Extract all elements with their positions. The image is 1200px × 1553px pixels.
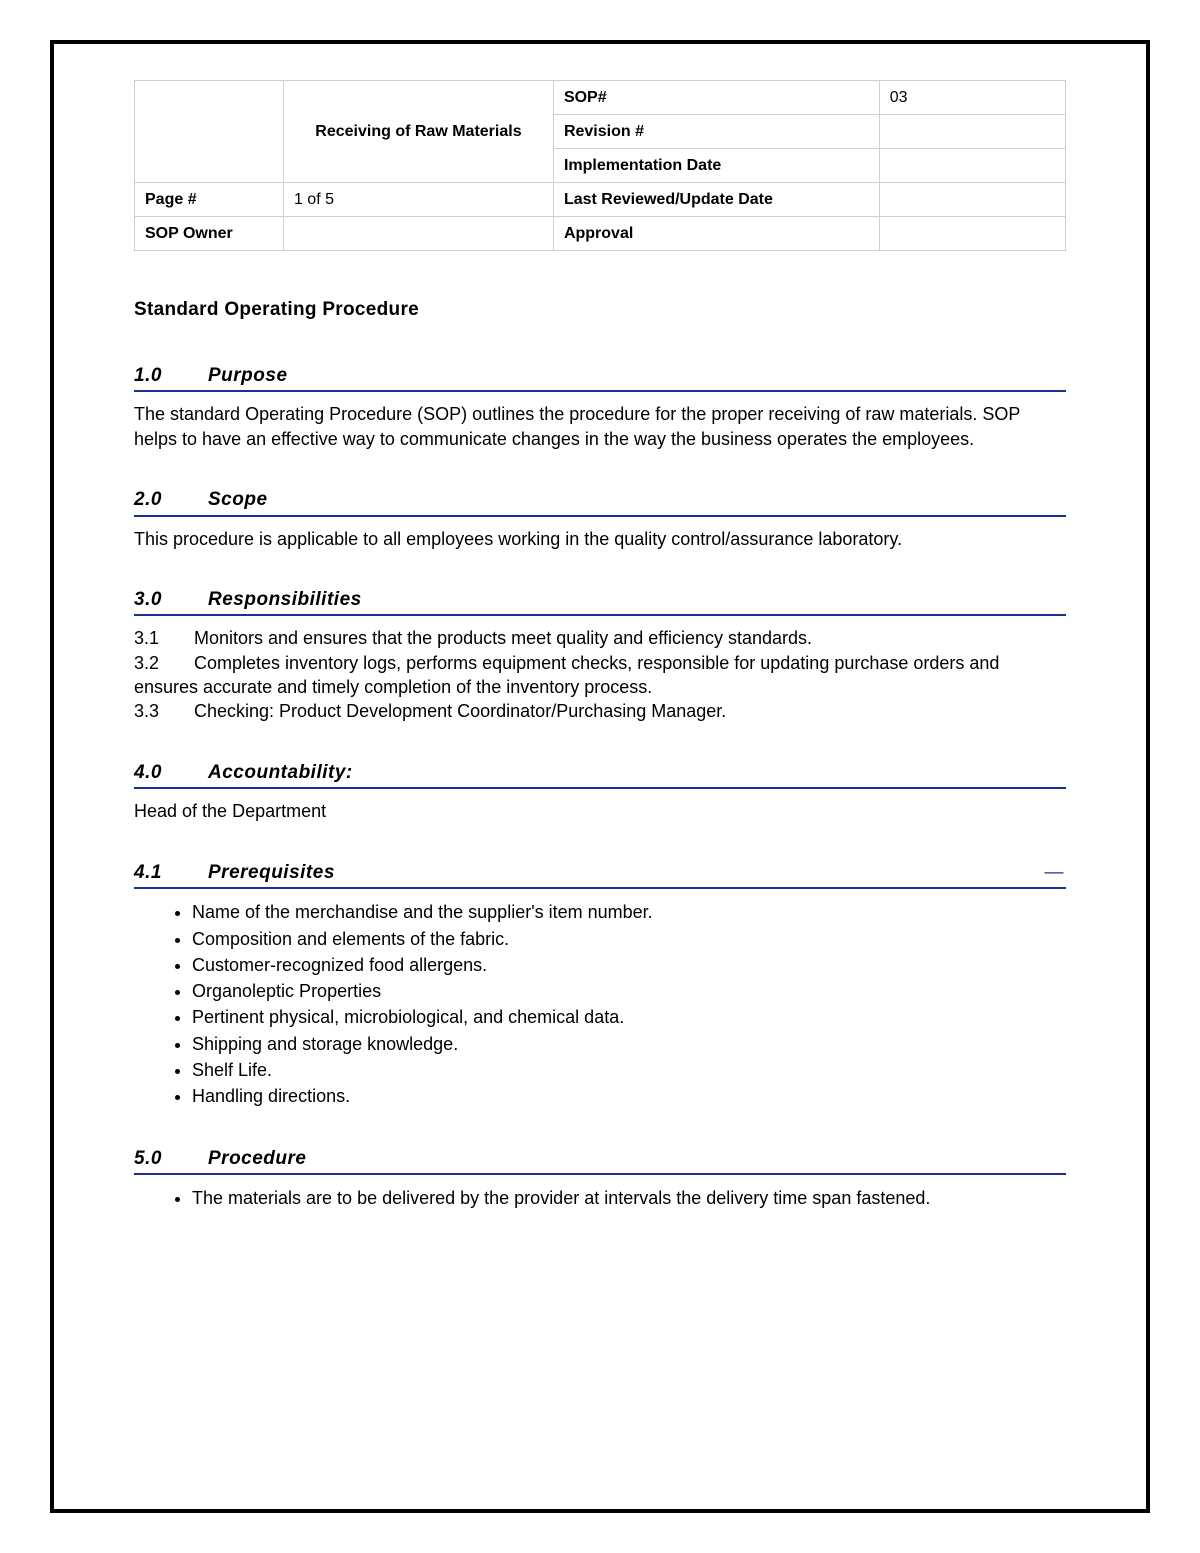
revision-value <box>879 115 1065 149</box>
responsibility-item: 3.1Monitors and ensures that the product… <box>134 626 1066 650</box>
responsibility-num: 3.3 <box>134 699 194 723</box>
list-item: The materials are to be delivered by the… <box>192 1185 1066 1211</box>
page-label: Page # <box>135 183 284 217</box>
page-value: 1 of 5 <box>283 183 553 217</box>
table-row: Page # 1 of 5 Last Reviewed/Update Date <box>135 183 1066 217</box>
section-heading-responsibilities: 3.0 Responsibilities <box>134 587 1066 617</box>
section-trailing-dash: — <box>1045 860 1067 886</box>
section-body-scope: This procedure is applicable to all empl… <box>134 527 1066 551</box>
section-num: 4.0 <box>134 760 208 786</box>
responsibility-num: 3.2 <box>134 651 194 675</box>
list-item: Handling directions. <box>192 1083 1066 1109</box>
sop-num-value: 03 <box>879 81 1065 115</box>
last-reviewed-label: Last Reviewed/Update Date <box>553 183 879 217</box>
list-item: Pertinent physical, microbiological, and… <box>192 1004 1066 1030</box>
page: Receiving of Raw Materials SOP# 03 Revis… <box>0 0 1200 1553</box>
section-body-prerequisites: Name of the merchandise and the supplier… <box>134 899 1066 1109</box>
section-heading-scope: 2.0 Scope <box>134 487 1066 517</box>
approval-label: Approval <box>553 217 879 251</box>
last-reviewed-value <box>879 183 1065 217</box>
responsibility-text: Completes inventory logs, performs equip… <box>134 653 999 697</box>
procedure-list: The materials are to be delivered by the… <box>134 1185 1066 1211</box>
section-body-procedure: The materials are to be delivered by the… <box>134 1185 1066 1211</box>
section-title: Procedure <box>208 1146 1066 1172</box>
section-num: 2.0 <box>134 487 208 513</box>
section-title: Prerequisites <box>208 860 1045 886</box>
responsibility-text: Checking: Product Development Coordinato… <box>194 701 726 721</box>
section-heading-accountability: 4.0 Accountability: <box>134 760 1066 790</box>
section-body-purpose: The standard Operating Procedure (SOP) o… <box>134 402 1066 451</box>
responsibility-item: 3.2Completes inventory logs, performs eq… <box>134 651 1066 700</box>
section-heading-prerequisites: 4.1 Prerequisites — <box>134 860 1066 890</box>
section-heading-procedure: 5.0 Procedure <box>134 1146 1066 1176</box>
revision-label: Revision # <box>553 115 879 149</box>
responsibility-item: 3.3Checking: Product Development Coordin… <box>134 699 1066 723</box>
table-row: SOP Owner Approval <box>135 217 1066 251</box>
sop-owner-value <box>283 217 553 251</box>
list-item: Name of the merchandise and the supplier… <box>192 899 1066 925</box>
list-item: Composition and elements of the fabric. <box>192 926 1066 952</box>
section-title: Responsibilities <box>208 587 1066 613</box>
section-heading-purpose: 1.0 Purpose <box>134 363 1066 393</box>
document-title: Standard Operating Procedure <box>134 297 1066 323</box>
list-item: Shelf Life. <box>192 1057 1066 1083</box>
sop-title-cell: Receiving of Raw Materials <box>283 81 553 183</box>
section-body-responsibilities: 3.1Monitors and ensures that the product… <box>134 626 1066 723</box>
document-body: Standard Operating Procedure 1.0 Purpose… <box>134 297 1066 1212</box>
list-item: Customer-recognized food allergens. <box>192 952 1066 978</box>
sop-header-table: Receiving of Raw Materials SOP# 03 Revis… <box>134 80 1066 251</box>
section-num: 5.0 <box>134 1146 208 1172</box>
list-item: Shipping and storage knowledge. <box>192 1031 1066 1057</box>
approval-value <box>879 217 1065 251</box>
section-title: Accountability: <box>208 760 1066 786</box>
sop-num-label: SOP# <box>553 81 879 115</box>
responsibility-text: Monitors and ensures that the products m… <box>194 628 812 648</box>
prerequisites-list: Name of the merchandise and the supplier… <box>134 899 1066 1109</box>
section-num: 4.1 <box>134 860 208 886</box>
impl-date-value <box>879 149 1065 183</box>
impl-date-label: Implementation Date <box>553 149 879 183</box>
page-content: Receiving of Raw Materials SOP# 03 Revis… <box>50 40 1150 1513</box>
list-item: Organoleptic Properties <box>192 978 1066 1004</box>
section-title: Scope <box>208 487 1066 513</box>
section-num: 1.0 <box>134 363 208 389</box>
sop-owner-label: SOP Owner <box>135 217 284 251</box>
table-row: Receiving of Raw Materials SOP# 03 <box>135 81 1066 115</box>
section-body-accountability: Head of the Department <box>134 799 1066 823</box>
header-blank-cell <box>135 81 284 183</box>
section-title: Purpose <box>208 363 1066 389</box>
section-num: 3.0 <box>134 587 208 613</box>
responsibility-num: 3.1 <box>134 626 194 650</box>
